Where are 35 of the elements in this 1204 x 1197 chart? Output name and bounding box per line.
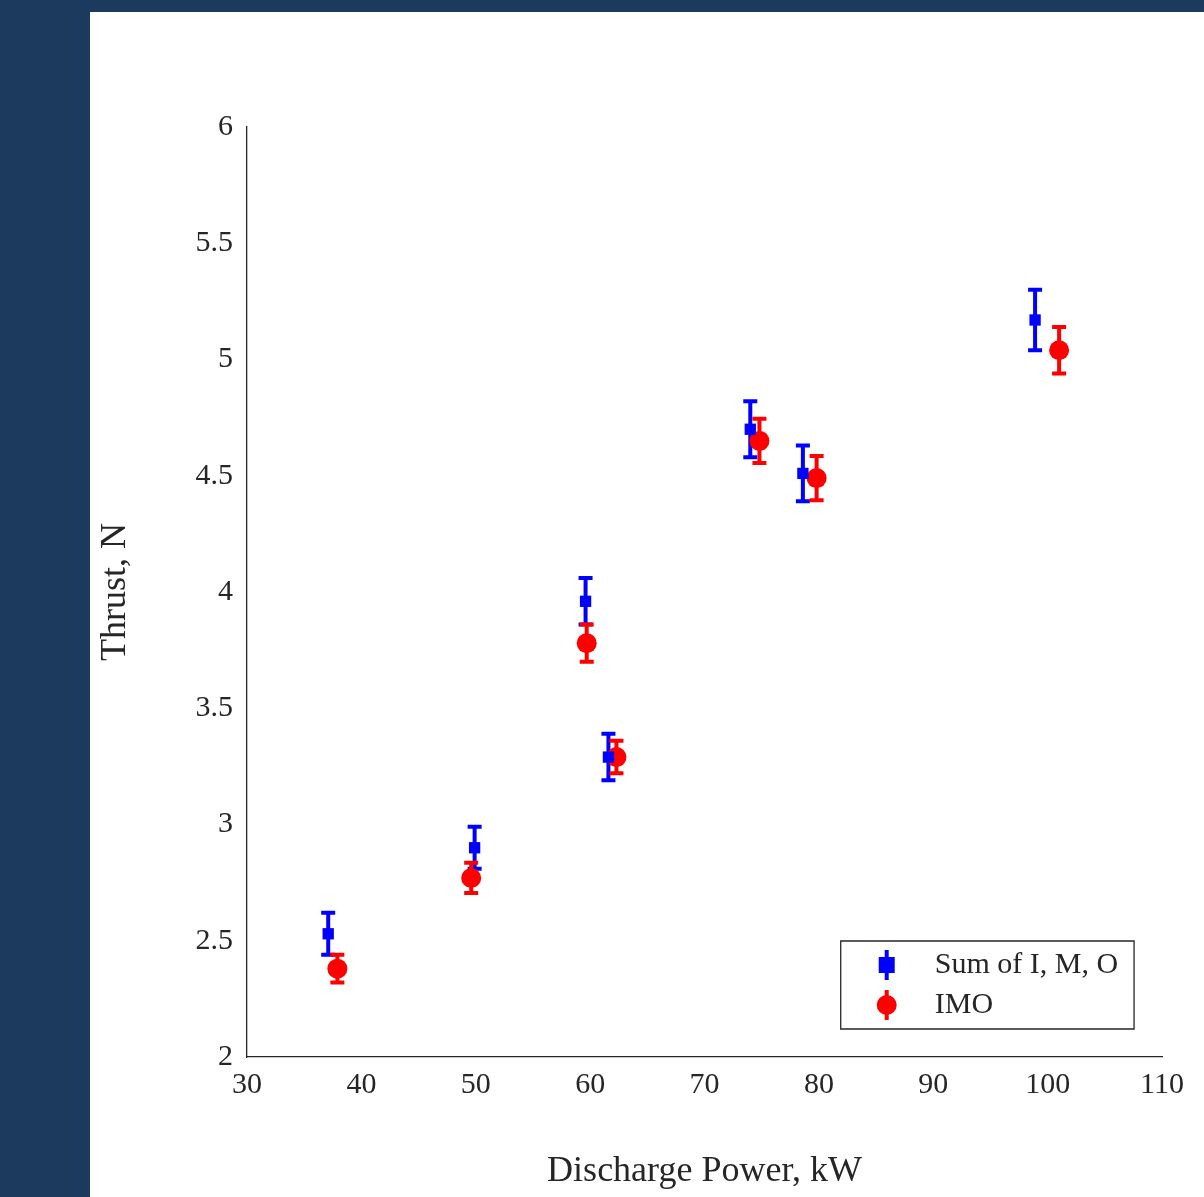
point — [749, 430, 770, 451]
x-tick-label: 60 — [575, 1065, 606, 1099]
y-tick-label: 5 — [218, 340, 233, 374]
x-tick-label: 110 — [1140, 1065, 1184, 1099]
point — [579, 595, 592, 607]
y-tick-label: 2 — [218, 1037, 233, 1071]
y-tick-label: 5.5 — [195, 224, 233, 258]
point — [327, 958, 348, 979]
x-axis-title: Discharge Power, kW — [547, 1148, 862, 1189]
legend-label: IMO — [934, 985, 994, 1019]
x-tick-label: 30 — [232, 1065, 262, 1099]
point — [468, 842, 481, 854]
point — [797, 467, 809, 480]
point — [322, 928, 334, 940]
y-tick-label: 4.5 — [195, 456, 233, 490]
y-tick-label: 6 — [218, 107, 233, 141]
y-tick-label: 2.5 — [195, 921, 233, 955]
point — [744, 423, 756, 435]
x-tick-label: 50 — [460, 1065, 491, 1099]
y-tick-label: 3.5 — [195, 689, 233, 723]
point — [1029, 314, 1041, 326]
x-tick-label: 100 — [1025, 1065, 1071, 1099]
point — [1049, 340, 1070, 361]
point — [806, 468, 827, 489]
x-tick-label: 70 — [689, 1065, 720, 1099]
y-axis-title: Thrust, N — [93, 523, 134, 661]
y-tick-label: 4 — [218, 572, 233, 606]
x-tick-label: 90 — [918, 1065, 949, 1099]
x-tick-label: 40 — [346, 1065, 377, 1099]
point — [576, 633, 597, 654]
point — [602, 751, 615, 763]
x-tick-label: 80 — [803, 1065, 834, 1099]
point — [461, 867, 482, 888]
y-tick-label: 3 — [218, 805, 233, 839]
legend-label: Sum of I, M, O — [934, 945, 1119, 979]
